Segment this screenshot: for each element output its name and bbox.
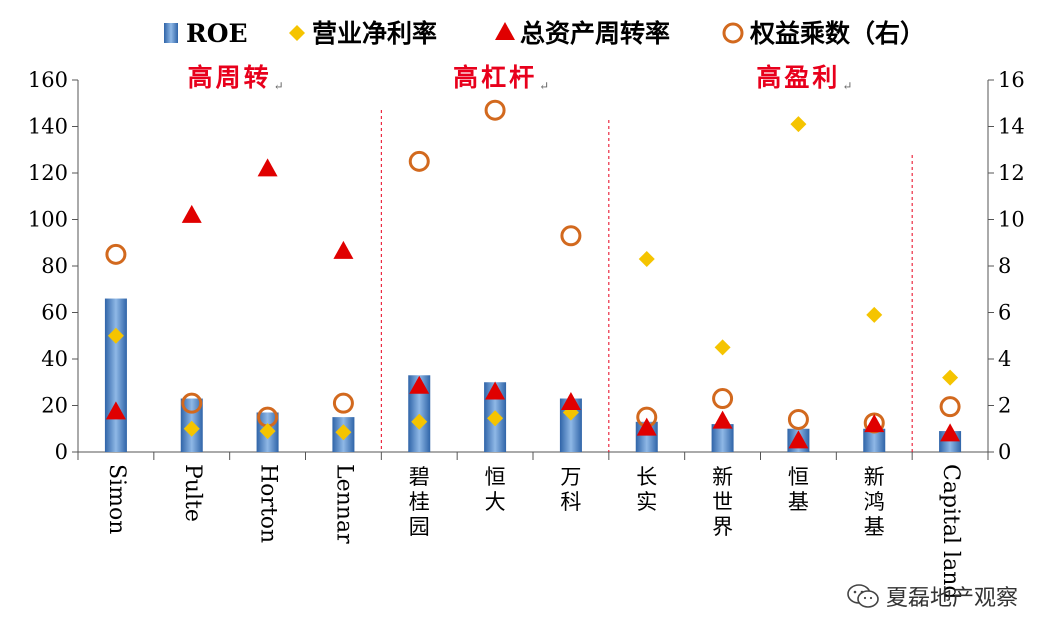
x-category-label: 碧桂园 [409,465,430,539]
asset-turnover-point [485,381,506,400]
net-margin-point [714,339,731,356]
asset-turnover-point [940,423,961,442]
x-category-label: 万科 [560,465,581,514]
net-margin-point [487,410,504,427]
asset-turnover-point [712,410,733,429]
legend-label: 总资产周转率 [520,19,670,48]
x-category-label: 新鸿基 [864,465,885,539]
y-right-tick-label: 10 [998,208,1025,232]
equity-multiplier-point [560,225,582,247]
group-label: 高周转 [188,63,272,92]
y-left-tick-label: 140 [28,115,68,139]
y-right-tick-label: 2 [998,394,1011,418]
x-category-label: 恒大 [485,465,506,514]
net-margin-point [259,423,276,440]
asset-turnover-point [257,158,278,177]
legend-roe-swatch [164,23,178,43]
y-left-tick-label: 60 [41,301,68,325]
y-right-tick-label: 12 [998,161,1025,185]
equity-multiplier-point [105,243,127,265]
legend-label: ROE [186,19,248,48]
asset-turnover-point [864,414,885,433]
y-right-tick-label: 0 [998,440,1011,464]
y-left-tick-label: 100 [28,208,68,232]
x-category-label: 长实 [636,465,657,514]
y-left-tick-label: 0 [55,440,68,464]
asset-turnover-point [333,240,354,259]
asset-turnover-point [560,392,581,411]
y-left-tick-label: 120 [28,161,68,185]
x-category-label: 恒基 [788,465,809,514]
wechat-icon [847,584,879,608]
group-label-mark: ↵ [842,79,852,93]
equity-multiplier-point [332,392,354,414]
y-right-tick-label: 4 [998,347,1011,371]
net-margin-point [183,420,200,437]
x-category-label: Lennar [331,464,356,544]
x-category-label: Pulte [180,464,205,522]
asset-turnover-point [409,375,430,394]
equity-multiplier-point [939,396,961,418]
legend-label: 权益乘数（右） [749,19,925,48]
y-right-tick-label: 16 [998,68,1025,92]
group-label-mark: ↵ [539,79,549,93]
net-margin-point [411,413,428,430]
equity-multiplier-point [181,392,203,414]
group-label-mark: ↵ [274,79,284,93]
y-right-tick-label: 14 [998,115,1025,139]
net-margin-point [942,369,959,386]
y-left-tick-label: 80 [41,254,68,278]
net-margin-point [335,424,352,441]
y-left-tick-label: 40 [41,347,68,371]
roe-bar [863,428,886,452]
equity-multiplier-point [484,99,506,121]
y-right-tick-label: 6 [998,301,1011,325]
equity-multiplier-point [712,388,734,410]
x-category-label: 新世界 [712,465,733,539]
group-label: 高杠杆 [453,63,537,92]
equity-multiplier-point [787,408,809,430]
asset-turnover-point [105,401,126,420]
net-margin-point [107,327,124,344]
y-left-tick-label: 160 [28,68,68,92]
group-label: 高盈利 [756,63,840,92]
roe-bar [711,424,734,452]
legend-net-margin-swatch [289,25,305,41]
asset-turnover-point [181,204,202,223]
legend-asset-turnover-swatch [495,22,515,40]
asset-turnover-point [788,430,809,449]
y-left-tick-label: 20 [41,394,68,418]
watermark-text: 夏磊地产观察 [885,586,1018,611]
net-margin-point [790,116,807,133]
roe-bar [408,375,431,452]
legend-label: 营业净利率 [312,19,437,48]
x-category-label: Horton [256,464,281,543]
x-category-label: Simon [104,464,129,534]
y-right-tick-label: 8 [998,254,1011,278]
x-category-label: Capital land [938,464,963,599]
roe-bar [104,298,127,452]
net-margin-point [638,251,655,268]
equity-multiplier-point [408,150,430,172]
net-margin-point [866,306,883,323]
legend-equity-multiplier-swatch [722,22,744,44]
watermark: 夏磊地产观察 [846,580,1018,612]
asset-turnover-point [636,417,657,436]
